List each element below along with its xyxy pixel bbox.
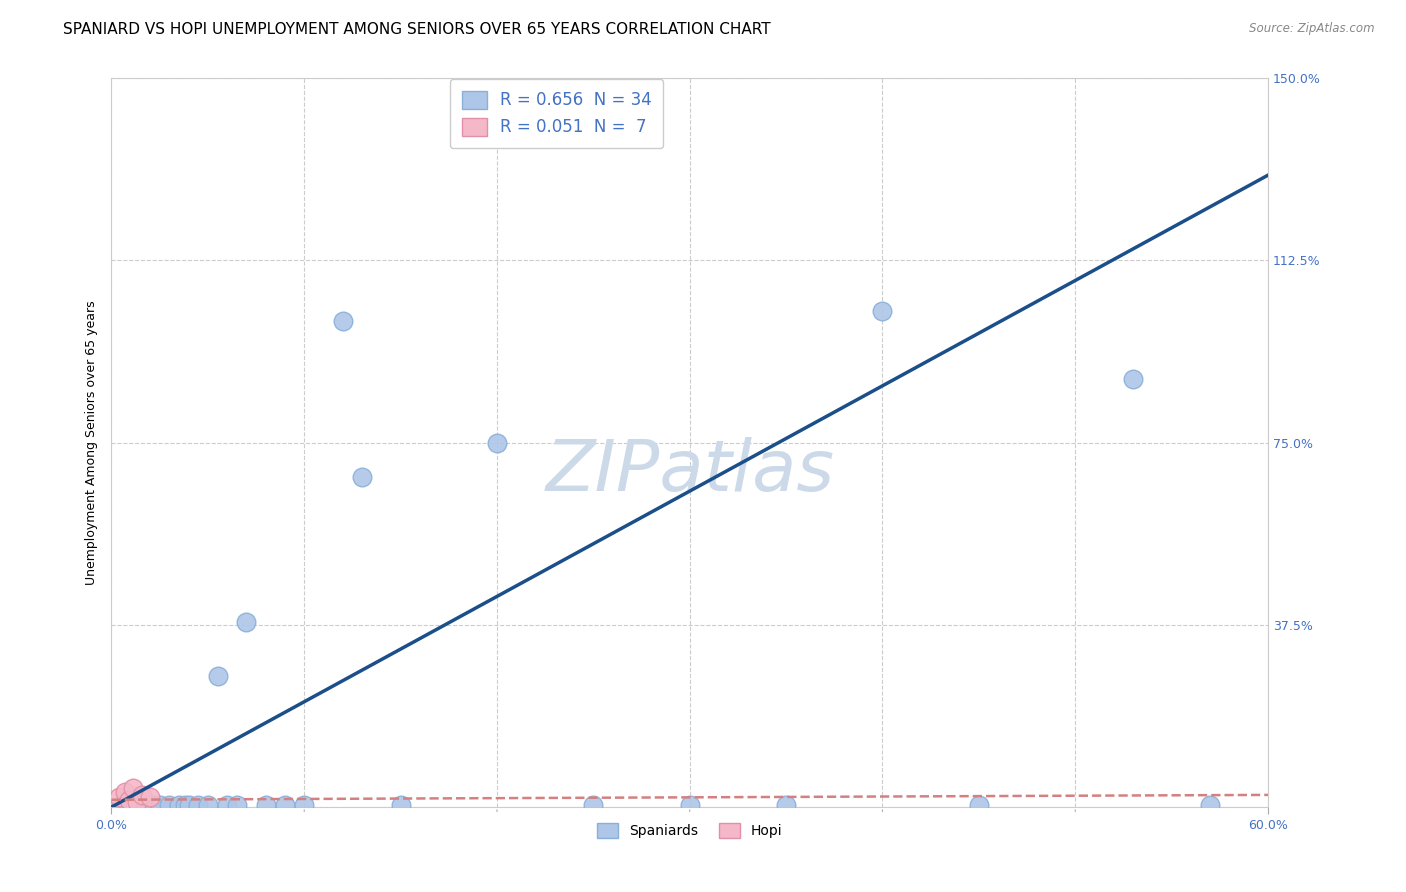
Point (292, 797, 315, 812)
Point (125, 795, 148, 809)
Point (173, 797, 195, 812)
Text: SPANIARD VS HOPI UNEMPLOYMENT AMONG SENIORS OVER 65 YEARS CORRELATION CHART: SPANIARD VS HOPI UNEMPLOYMENT AMONG SENI… (63, 22, 770, 37)
Legend: Spaniards, Hopi: Spaniards, Hopi (592, 818, 787, 844)
Point (124, 797, 146, 812)
Point (149, 797, 172, 812)
Point (235, 615, 257, 630)
Text: ZIPatlas: ZIPatlas (546, 437, 834, 506)
Point (679, 797, 702, 812)
Point (389, 797, 412, 812)
Point (120, 797, 142, 812)
Point (110, 797, 132, 812)
Text: Source: ZipAtlas.com: Source: ZipAtlas.com (1250, 22, 1375, 36)
Point (142, 797, 165, 812)
Point (131, 788, 153, 802)
Point (1199, 797, 1222, 812)
Point (582, 797, 605, 812)
Point (967, 797, 990, 812)
Point (352, 469, 374, 483)
Point (121, 780, 143, 795)
Point (157, 797, 180, 812)
Point (108, 790, 131, 805)
Point (1122, 372, 1144, 386)
Point (135, 797, 157, 812)
Point (118, 793, 141, 807)
Point (129, 797, 152, 812)
Point (197, 797, 219, 812)
Point (187, 797, 209, 812)
Point (139, 790, 162, 805)
Point (775, 797, 797, 812)
Point (332, 314, 354, 328)
Point (872, 304, 894, 318)
Point (485, 435, 508, 450)
Point (131, 795, 153, 809)
Point (115, 795, 138, 809)
Point (254, 797, 277, 812)
Y-axis label: Unemployment Among Seniors over 65 years: Unemployment Among Seniors over 65 years (86, 301, 98, 585)
Point (139, 797, 162, 812)
Point (274, 797, 297, 812)
Point (177, 797, 200, 812)
Point (114, 785, 136, 799)
Point (207, 669, 229, 683)
Point (217, 797, 239, 812)
Point (225, 797, 247, 812)
Point (167, 797, 190, 812)
